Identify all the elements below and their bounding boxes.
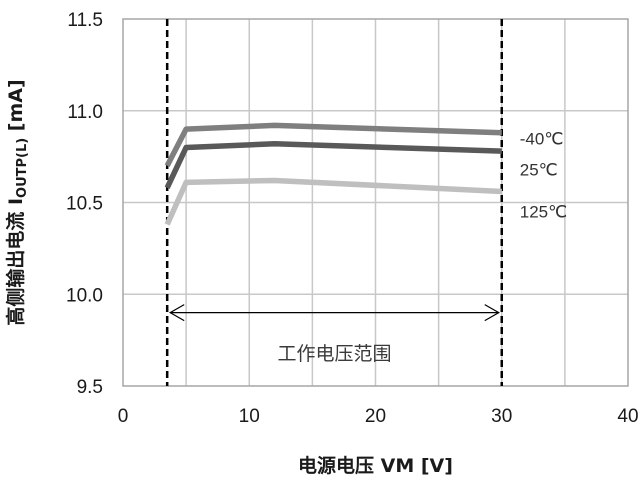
- y-axis-title-subscript: OUTP(L): [15, 138, 30, 198]
- series-label: -40℃: [520, 129, 564, 148]
- y-tick-label: 11.5: [67, 10, 103, 31]
- operating-range-label: 工作电压范围: [277, 343, 391, 365]
- series-line: [164, 122, 502, 168]
- x-tick-label: 40: [617, 406, 638, 427]
- arrowhead-left: [168, 304, 185, 322]
- series-line: [164, 177, 502, 226]
- y-axis-title-main: 高侧输出电流 I: [4, 198, 27, 326]
- y-tick-label: 9.5: [77, 377, 103, 398]
- y-tick-label: 10.5: [66, 194, 103, 215]
- y-axis-title: 高侧输出电流 IOUTP(L) [mA]: [4, 79, 30, 325]
- series-group: -40℃ 25℃ 125℃: [164, 122, 567, 226]
- arrowhead-right: [484, 304, 500, 322]
- y-tick-label: 10.0: [66, 285, 103, 306]
- x-tick-label: 10: [239, 406, 260, 427]
- x-axis-ticks: 0 10 20 30 40: [118, 406, 639, 427]
- series-line: [164, 141, 502, 189]
- operating-range: 工作电压范围: [165, 19, 503, 386]
- x-axis-title: 电源电压 VM [V]: [298, 454, 453, 477]
- y-tick-label: 11.0: [67, 102, 103, 123]
- x-tick-label: 30: [491, 406, 512, 427]
- y-axis-title-unit: [mA]: [5, 79, 27, 137]
- plot-area-frame: [122, 18, 629, 387]
- y-axis-ticks: 9.5 10.0 10.5 11.0 11.5: [66, 10, 103, 398]
- series-label: 25℃: [520, 160, 558, 179]
- x-tick-label: 20: [365, 406, 386, 427]
- x-tick-label: 0: [118, 406, 129, 427]
- series-label: 125℃: [520, 203, 567, 222]
